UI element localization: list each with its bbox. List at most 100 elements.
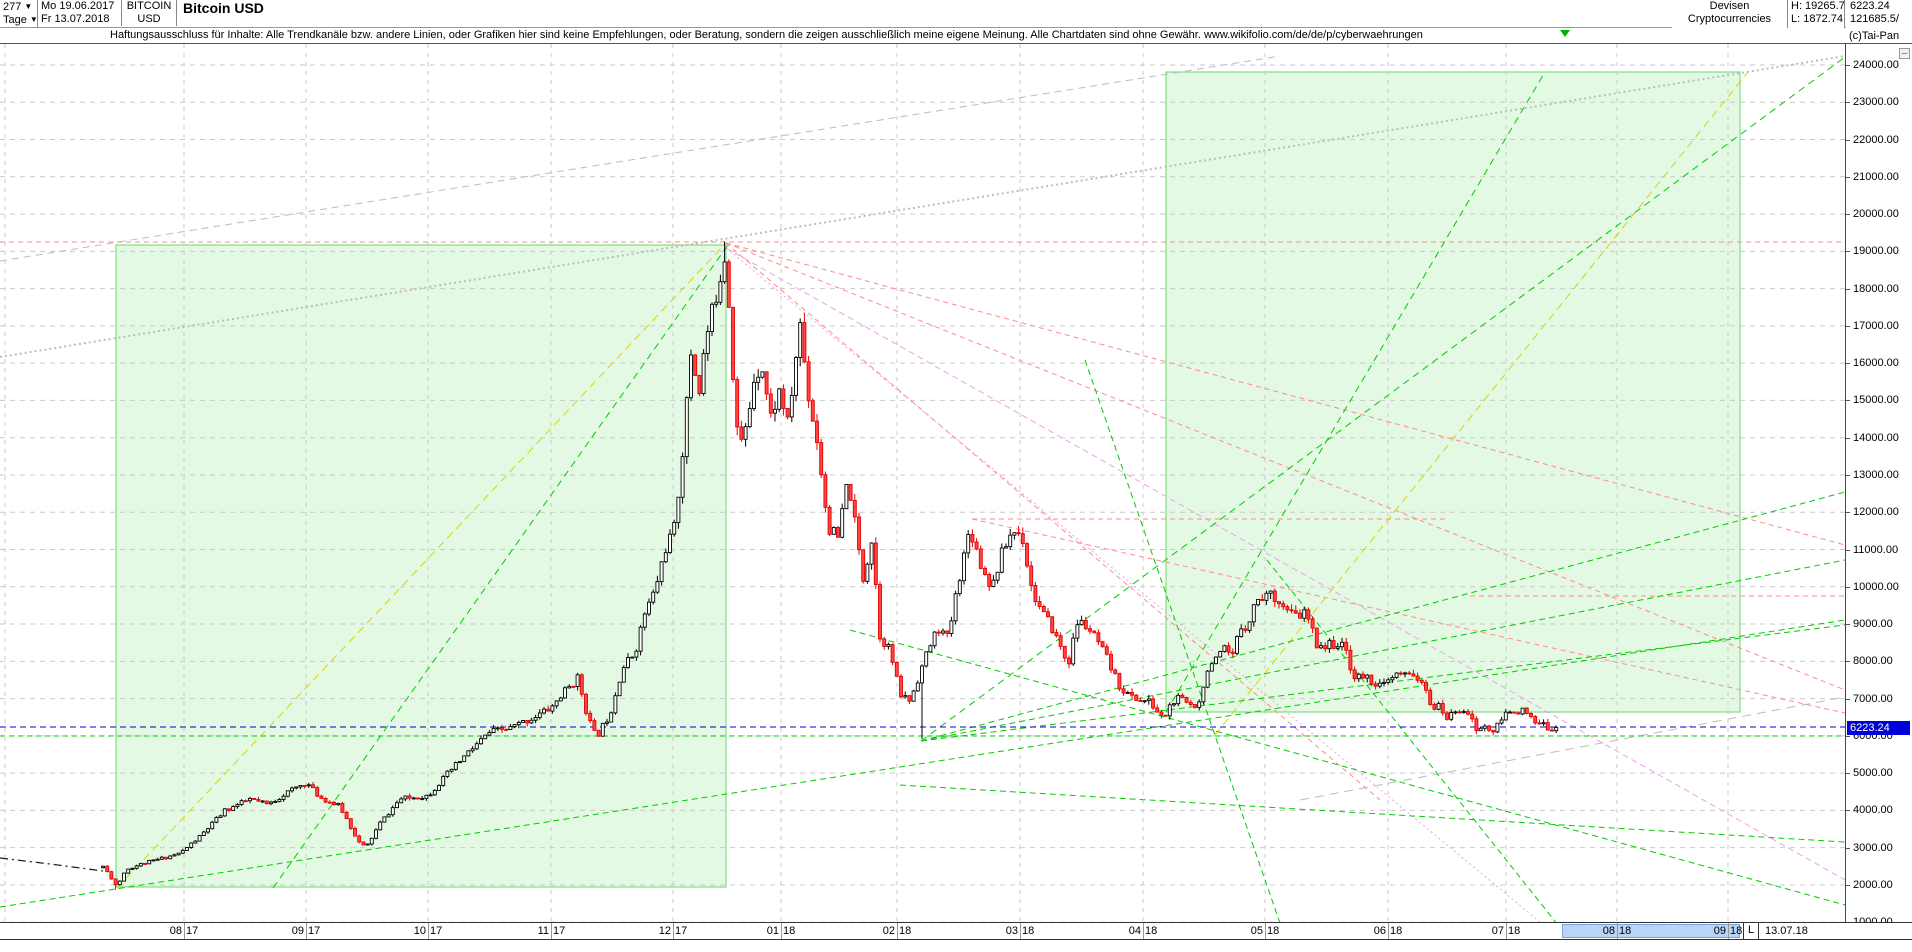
disclaimer-text: Haftungsausschluss für Inhalte: Alle Tre… <box>110 29 1423 41</box>
category-cell: Devisen Cryptocurrencies <box>1672 0 1788 28</box>
time-axis: L 13.07.18 08 17 09 17 10 17 11 17 12 17 01 18 02 18 0… <box>0 922 1912 940</box>
axis-tick <box>1846 624 1850 626</box>
month-tick <box>1506 923 1507 939</box>
trend-line <box>725 242 1845 546</box>
trend-line <box>725 247 1845 881</box>
axis-tick <box>1846 251 1850 253</box>
predata-close-line <box>0 857 104 872</box>
disclaimer-bar: Haftungsausschluss für Inhalte: Alle Tre… <box>0 28 1912 44</box>
trend-line <box>116 242 727 889</box>
high-value: H: 19265.71 <box>1791 0 1845 12</box>
price-axis-label: 23000.00 <box>1853 96 1899 109</box>
axis-selection-highlight[interactable] <box>1562 924 1740 938</box>
trend-line <box>725 247 1541 922</box>
axis-tick <box>1846 363 1850 365</box>
price-axis-label: 11000.00 <box>1853 543 1899 556</box>
candlestick-chart[interactable] <box>0 44 1845 922</box>
trend-line <box>0 55 1845 358</box>
month-tick <box>1617 923 1618 939</box>
category-line2: Cryptocurrencies <box>1687 13 1772 25</box>
symbol-code: BITCOIN <box>122 0 177 14</box>
chart-header: 277 ▼ Tage ▼ Mo 19.06.2017 Fr 13.07.2018… <box>0 0 1912 28</box>
axis-tick <box>1846 102 1850 104</box>
trend-line <box>899 784 1845 843</box>
last-price-cell: 6223.24 121685.5/ <box>1846 0 1912 28</box>
axis-tick <box>1846 176 1850 178</box>
high-low-cell: H: 19265.71 L: 1872.74 <box>1788 0 1845 28</box>
axis-tick <box>1846 512 1850 514</box>
trend-line <box>0 619 1845 908</box>
axis-tick <box>1846 400 1850 402</box>
price-axis-label: 20000.00 <box>1853 208 1899 221</box>
month-tick <box>1265 923 1266 939</box>
last-date-label: 13.07.18 <box>1765 925 1808 937</box>
price-axis-label: 9000.00 <box>1853 618 1893 631</box>
axis-tick <box>1846 288 1850 290</box>
candles <box>101 241 1559 890</box>
marker-triangle-icon <box>1560 30 1570 37</box>
current-price-tag: 6223.24 <box>1847 720 1910 735</box>
price-axis-label: 17000.00 <box>1853 319 1899 332</box>
l-label: L <box>1743 923 1759 939</box>
price-axis-label: 7000.00 <box>1853 692 1893 705</box>
axis-tick <box>1846 884 1850 886</box>
trend-line <box>1165 71 1546 713</box>
trend-line <box>920 559 1845 742</box>
trend-line <box>1084 359 1281 922</box>
trend-channel-box <box>1165 71 1741 713</box>
price-axis-label: 15000.00 <box>1853 394 1899 407</box>
axis-tick <box>1846 847 1850 849</box>
last-value: 6223.24 <box>1850 0 1890 12</box>
axis-tick <box>1846 437 1850 439</box>
axis-tick <box>1846 325 1850 327</box>
copyright-label: (c)Tai-Pan <box>1849 30 1900 42</box>
price-axis-label: 8000.00 <box>1853 655 1893 668</box>
price-axis-label: 13000.00 <box>1853 468 1899 481</box>
period-dropdown[interactable]: Tage ▼ <box>0 13 38 27</box>
price-axis-label: 16000.00 <box>1853 357 1899 370</box>
price-axis-label: 12000.00 <box>1853 506 1899 519</box>
price-axis-label: 21000.00 <box>1853 170 1899 183</box>
month-tick <box>306 923 307 939</box>
month-tick <box>673 923 674 939</box>
axis-tick <box>1846 214 1850 216</box>
axis-tick <box>1846 139 1850 141</box>
chart-plot-area[interactable] <box>0 44 1845 922</box>
price-axis: ─ 24000.00 23000.00 22000.00 21000.00 20000.… <box>1845 44 1912 928</box>
axis-tick <box>1846 698 1850 700</box>
price-axis-label: 5000.00 <box>1853 767 1893 780</box>
month-tick <box>897 923 898 939</box>
price-axis-label: 14000.00 <box>1853 431 1899 444</box>
date-to-field[interactable]: Fr 13.07.2018 <box>38 13 122 26</box>
axis-tick <box>1846 586 1850 588</box>
axis-tick <box>1846 474 1850 476</box>
date-from-field[interactable]: Mo 19.06.2017 <box>38 0 122 14</box>
month-tick <box>1020 923 1021 939</box>
month-tick <box>1143 923 1144 939</box>
trend-line <box>725 242 1845 691</box>
trend-line <box>1299 696 1845 801</box>
category-line1: Devisen <box>1709 0 1750 12</box>
month-tick <box>781 923 782 939</box>
month-tick <box>551 923 552 939</box>
month-tick <box>1388 923 1389 939</box>
price-axis-label: 24000.00 <box>1853 59 1899 71</box>
axis-tick <box>1846 773 1850 775</box>
trend-line <box>725 242 1381 801</box>
price-axis-label: 4000.00 <box>1853 804 1893 817</box>
price-axis-label: 2000.00 <box>1853 878 1893 891</box>
price-axis-label: 3000.00 <box>1853 841 1893 854</box>
month-tick <box>184 923 185 939</box>
symbol-currency: USD <box>122 13 177 26</box>
month-tick <box>428 923 429 939</box>
price-axis-label: 19000.00 <box>1853 245 1899 258</box>
axis-tick <box>1846 549 1850 551</box>
low-value: L: 1872.74 <box>1791 13 1843 25</box>
collapse-button[interactable]: ─ <box>1899 48 1910 59</box>
price-axis-label: 10000.00 <box>1853 580 1899 593</box>
price-axis-label: 22000.00 <box>1853 133 1899 146</box>
axis-tick <box>1846 810 1850 812</box>
chevron-down-icon: ▼ <box>29 15 38 24</box>
axis-tick <box>1846 65 1850 66</box>
